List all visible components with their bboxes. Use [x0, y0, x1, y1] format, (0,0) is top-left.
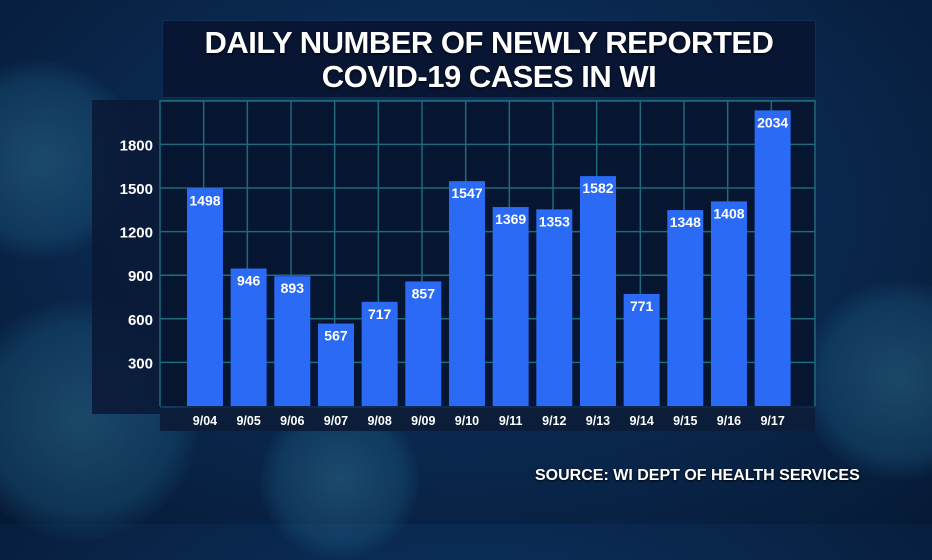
x-tick-label: 9/08	[367, 414, 391, 428]
y-tick-label: 1800	[120, 137, 153, 154]
bar-value-label: 1498	[189, 192, 220, 208]
y-tick-label: 600	[128, 312, 153, 329]
x-tick-label: 9/06	[280, 414, 304, 428]
x-tick-label: 9/05	[236, 414, 260, 428]
chart-title-line-1: DAILY NUMBER OF NEWLY REPORTED	[204, 25, 774, 60]
x-tick-label: 9/12	[542, 414, 566, 428]
bar-value-label: 1408	[713, 205, 744, 221]
bar-value-label: 1348	[670, 214, 701, 230]
y-tick-label: 1200	[120, 225, 153, 242]
y-tick-label: 900	[128, 268, 153, 285]
bar	[667, 210, 704, 406]
x-tick-label: 9/04	[193, 414, 217, 428]
x-tick-label: 9/14	[629, 414, 653, 428]
bar	[317, 323, 354, 406]
bar	[492, 207, 529, 406]
bar-value-label: 567	[324, 328, 348, 344]
bar	[536, 209, 573, 406]
y-tick-label: 1500	[120, 181, 153, 198]
source-note: SOURCE: WI DEPT OF HEALTH SERVICES	[535, 467, 860, 484]
x-tick-label: 9/11	[499, 414, 523, 428]
x-tick-label: 9/07	[324, 414, 348, 428]
plot-area	[160, 100, 815, 406]
bar	[579, 176, 616, 406]
x-tick-labels: 9/04 9/05 9/06 9/07 9/08 9/09 9/10 9/11 9/12 9/13…	[193, 414, 785, 428]
bar	[623, 293, 660, 406]
y-tick-label: 300	[128, 355, 153, 372]
bar	[448, 181, 485, 406]
bar-labels: 1498 946 893 567 717 857 1547 1369 1353 1582 771 13…	[189, 114, 788, 343]
x-axis-band	[160, 408, 815, 431]
bar-value-label: 1582	[582, 180, 613, 196]
y-tick-labels: 300 600 900 1200 1500 1800	[120, 137, 153, 372]
bar-value-label: 2034	[757, 114, 788, 130]
bar-value-label: 857	[412, 285, 436, 301]
bar-value-label: 771	[630, 298, 654, 314]
bar	[405, 281, 442, 406]
bar	[361, 301, 398, 406]
y-axis-band	[92, 100, 160, 414]
bar-value-label: 1369	[495, 211, 526, 227]
x-tick-label: 9/10	[455, 414, 479, 428]
bar	[754, 110, 791, 406]
x-tick-label: 9/09	[411, 414, 435, 428]
chart-title-box: DAILY NUMBER OF NEWLY REPORTED COVID-19 …	[162, 20, 816, 98]
bar-chart: 1498 946 893 567 717 857 1547 1369 1353 1582 771 13…	[92, 100, 816, 431]
bar	[186, 188, 223, 406]
x-tick-label: 9/15	[673, 414, 697, 428]
bar-value-label: 1353	[539, 213, 570, 229]
chart-title-line-2: COVID-19 CASES IN WI	[321, 59, 657, 94]
bar	[274, 276, 311, 406]
bar-value-label: 946	[237, 273, 261, 289]
x-tick-label: 9/16	[717, 414, 741, 428]
bar-value-label: 893	[281, 280, 305, 296]
bar	[230, 268, 267, 406]
x-tick-label: 9/13	[586, 414, 610, 428]
x-tick-label: 9/17	[760, 414, 784, 428]
bar-value-label: 717	[368, 306, 392, 322]
bar	[710, 201, 747, 406]
bar-value-label: 1547	[451, 185, 482, 201]
bars	[186, 110, 791, 406]
